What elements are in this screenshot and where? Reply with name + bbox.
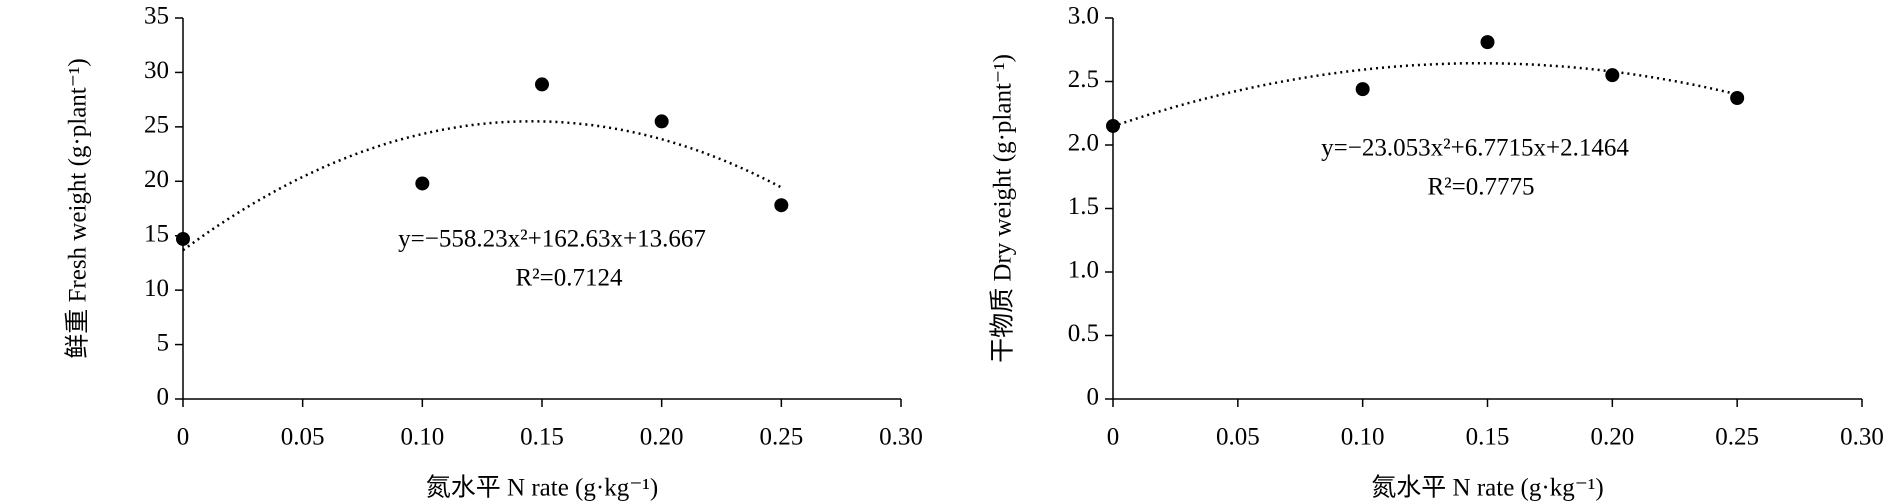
point: [176, 231, 190, 246]
y-tick-label: 10: [144, 275, 169, 302]
y-tick-label: 3.0: [1068, 3, 1099, 30]
x-tick-label: 0.05: [281, 424, 325, 451]
y-tick-label: 2.5: [1068, 66, 1099, 93]
point: [774, 198, 789, 213]
x-tick-label: 0.30: [879, 424, 923, 451]
point: [1480, 35, 1495, 50]
x-axis-label: 氮水平 N rate (g·kg⁻¹): [1371, 474, 1603, 502]
y-axis-label: 干物质 Dry weight (g·plant⁻¹): [989, 54, 1017, 363]
trend-r-squared: R²=0.7775: [1427, 174, 1534, 201]
point: [535, 77, 549, 92]
x-tick-label: 0.25: [759, 424, 803, 451]
y-tick-label: 5: [157, 329, 170, 356]
x-tick-label: 0.10: [1341, 424, 1385, 451]
x-tick-label: 0.10: [400, 424, 444, 451]
trend-equation: y=−23.053x²+6.7715x+2.1464: [1321, 135, 1629, 162]
x-axis-label: 氮水平 N rate (g·kg⁻¹): [426, 474, 658, 502]
trendline: [1112, 62, 1738, 128]
x-tick-label: 0.15: [1466, 424, 1510, 451]
point: [1355, 82, 1370, 97]
point: [654, 114, 669, 129]
x-tick-label: 0.25: [1715, 424, 1759, 451]
trend-equation: y=−558.23x²+162.63x+13.667: [398, 226, 706, 253]
y-tick-label: 2.0: [1068, 130, 1099, 157]
x-tick-label: 0.20: [640, 424, 684, 451]
y-tick-label: 1.5: [1068, 193, 1099, 220]
y-tick-label: 30: [144, 57, 169, 84]
y-tick-label: 20: [144, 166, 169, 193]
y-tick-label: 0.5: [1068, 320, 1099, 347]
point: [415, 176, 430, 191]
point: [1106, 118, 1120, 133]
x-tick-label: 0.05: [1216, 424, 1260, 451]
y-axis-label: 鲜重 Fresh weight (g·plant⁻¹): [64, 58, 92, 359]
y-tick-label: 0: [1087, 384, 1100, 411]
point: [1730, 91, 1745, 106]
x-tick-label: 0: [1107, 424, 1120, 451]
y-tick-label: 35: [144, 3, 169, 30]
point: [1605, 68, 1620, 83]
x-tick-label: 0: [177, 424, 190, 451]
y-tick-label: 0: [157, 384, 170, 411]
x-tick-label: 0.30: [1840, 424, 1884, 451]
trend-r-squared: R²=0.7124: [515, 265, 623, 292]
x-tick-label: 0.15: [520, 424, 564, 451]
x-tick-label: 0.20: [1590, 424, 1634, 451]
y-tick-label: 1.0: [1068, 257, 1099, 284]
y-tick-label: 15: [144, 220, 169, 247]
y-tick-label: 25: [144, 112, 169, 139]
